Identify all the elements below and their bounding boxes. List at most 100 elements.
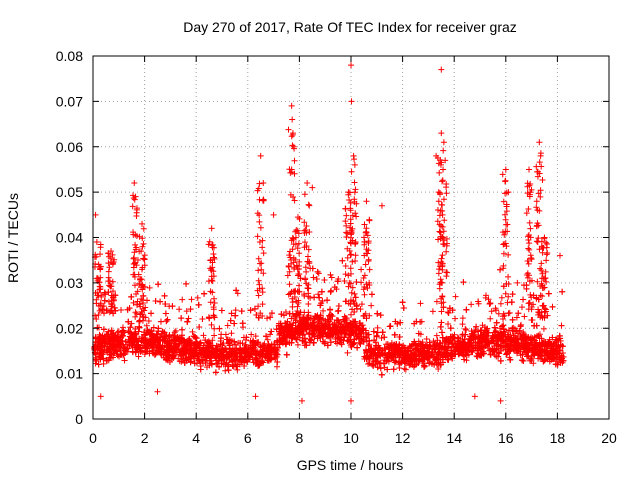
data-point	[107, 344, 114, 351]
data-point	[147, 342, 154, 349]
data-point	[232, 307, 239, 314]
data-point	[365, 331, 372, 338]
data-point	[341, 318, 348, 325]
data-point	[513, 314, 520, 321]
data-point	[425, 360, 432, 367]
data-point	[181, 342, 188, 349]
data-point	[493, 319, 500, 326]
data-point	[487, 351, 494, 358]
data-point	[411, 340, 418, 347]
data-point	[439, 352, 446, 359]
data-point	[211, 332, 218, 339]
data-point	[347, 321, 354, 328]
data-point	[546, 340, 553, 347]
data-point	[259, 347, 266, 354]
data-point	[284, 272, 291, 279]
data-point	[531, 348, 538, 355]
data-point	[328, 274, 335, 281]
data-point	[503, 350, 510, 357]
data-point	[426, 349, 433, 356]
data-point	[378, 334, 385, 341]
data-point	[427, 343, 434, 350]
data-point	[410, 363, 417, 370]
data-point	[327, 306, 334, 313]
data-point	[535, 355, 542, 362]
data-point	[273, 346, 280, 353]
data-point	[216, 364, 223, 371]
data-point	[200, 332, 207, 339]
data-point	[497, 329, 504, 336]
data-point	[274, 337, 281, 344]
data-point	[128, 320, 135, 327]
data-point	[530, 301, 537, 308]
data-point	[316, 314, 323, 321]
data-point	[477, 351, 484, 358]
data-point	[102, 333, 109, 340]
data-point	[136, 317, 143, 324]
data-point	[392, 358, 399, 365]
data-point	[452, 315, 459, 322]
data-point	[472, 327, 479, 334]
data-point	[240, 356, 247, 363]
data-point	[499, 323, 506, 330]
data-point	[520, 357, 527, 364]
data-point	[282, 341, 289, 348]
data-point	[396, 361, 403, 368]
data-point	[483, 292, 490, 299]
data-point	[377, 312, 384, 319]
data-point	[491, 324, 498, 331]
data-point	[384, 341, 391, 348]
data-point	[176, 306, 183, 313]
data-point	[526, 299, 533, 306]
data-point	[344, 349, 351, 356]
data-point	[144, 327, 151, 334]
data-point	[416, 353, 423, 360]
data-point	[371, 337, 378, 344]
data-point	[460, 279, 467, 286]
data-point	[132, 349, 139, 356]
data-point	[497, 266, 504, 273]
data-point	[129, 343, 136, 350]
data-point	[459, 332, 466, 339]
data-point	[206, 340, 213, 347]
data-point	[510, 342, 517, 349]
data-point	[254, 339, 261, 346]
data-point	[183, 308, 190, 315]
data-point	[173, 341, 180, 348]
data-point	[268, 310, 275, 317]
data-point	[430, 338, 437, 345]
data-point	[462, 325, 469, 332]
data-point	[341, 278, 348, 285]
data-point	[333, 329, 340, 336]
data-point	[327, 271, 334, 278]
data-point	[187, 306, 194, 313]
data-point	[507, 341, 514, 348]
data-point	[222, 367, 229, 374]
data-point	[523, 282, 530, 289]
data-point	[237, 340, 244, 347]
data-point	[338, 341, 345, 348]
data-point	[509, 291, 516, 298]
data-point	[209, 345, 216, 352]
data-point	[539, 352, 546, 359]
data-point	[302, 338, 309, 345]
data-point	[185, 315, 192, 322]
data-point	[267, 314, 274, 321]
data-point	[556, 332, 563, 339]
data-point	[106, 335, 113, 342]
data-point	[201, 290, 208, 297]
data-point	[215, 347, 222, 354]
data-point	[299, 332, 306, 339]
data-point	[486, 300, 493, 307]
data-point	[377, 365, 384, 372]
data-point	[314, 268, 321, 275]
data-point	[297, 327, 304, 334]
data-point	[192, 334, 199, 341]
data-point	[136, 324, 143, 331]
data-point	[220, 347, 227, 354]
data-point	[417, 341, 424, 348]
data-point	[152, 351, 159, 358]
data-point	[316, 331, 323, 338]
data-point	[154, 336, 161, 343]
